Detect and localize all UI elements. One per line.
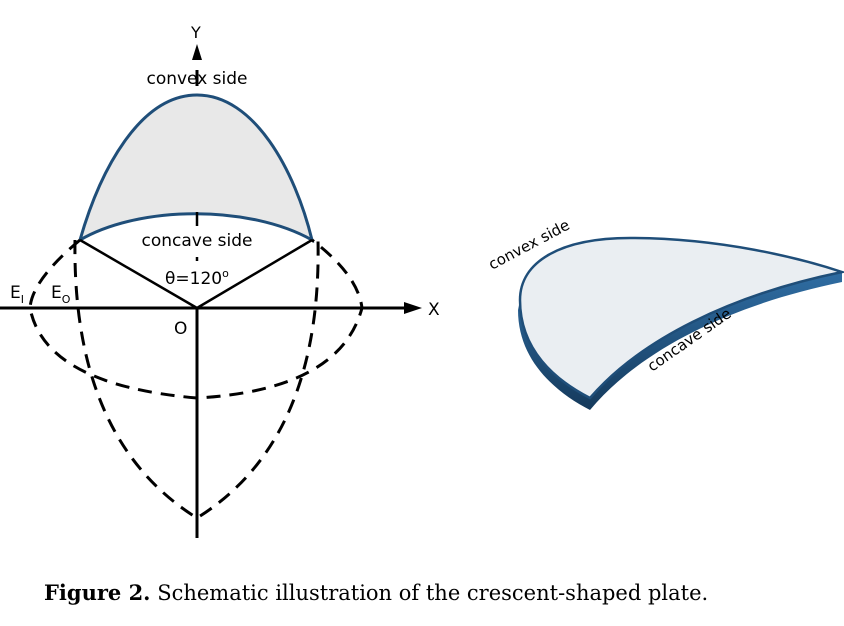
- convex-side-label: convex side: [146, 69, 247, 89]
- concave-side-label: concave side: [141, 231, 252, 251]
- radius-line-left: [79, 238, 198, 310]
- theta-angle-label: θ=120o: [165, 267, 229, 289]
- x-axis-arrow: [404, 302, 422, 314]
- y-axis-arrow: [192, 44, 202, 60]
- crescent-region: [77, 93, 315, 244]
- x-axis-label: X: [428, 300, 440, 320]
- caption-label: Figure 2.: [44, 580, 151, 605]
- crescent-plate-3d: convex side concave side: [485, 216, 844, 410]
- plate-edge: [518, 272, 842, 410]
- radius-line-right: [196, 238, 313, 310]
- origin-label: O: [174, 319, 187, 339]
- plate-top-face: [518, 236, 844, 400]
- caption-text: Schematic illustration of the crescent-s…: [157, 581, 709, 605]
- y-axis-label: Y: [190, 23, 201, 42]
- schematic-diagram: Y X O convex side concave side θ=120o EI…: [0, 23, 440, 538]
- figure-caption: Figure 2. Schematic illustration of the …: [44, 580, 824, 605]
- ellipse-inner-label: EI: [10, 283, 24, 306]
- ellipse-outer-label: EO: [51, 283, 71, 306]
